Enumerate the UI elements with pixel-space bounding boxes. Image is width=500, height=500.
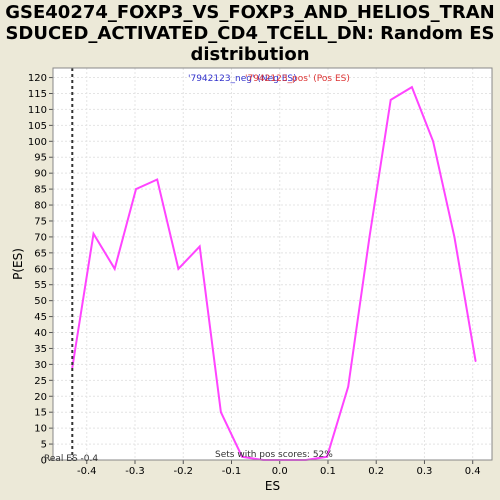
data-point bbox=[113, 267, 116, 270]
y-tick-label: 55 bbox=[34, 280, 47, 291]
y-tick-label: 20 bbox=[34, 392, 47, 403]
data-point bbox=[368, 236, 371, 238]
data-point bbox=[411, 86, 413, 88]
y-tick-label: 105 bbox=[28, 121, 47, 132]
y-tick-label: 120 bbox=[28, 73, 47, 84]
y-tick-label: 60 bbox=[34, 264, 47, 275]
y-tick-label: 40 bbox=[34, 328, 47, 339]
data-point bbox=[389, 99, 392, 101]
x-tick-label: 0.2 bbox=[368, 466, 384, 477]
x-tick-label: 0.1 bbox=[320, 466, 336, 477]
x-tick-label: -0.1 bbox=[222, 466, 242, 477]
data-point bbox=[198, 245, 201, 248]
y-tick-label: 0 bbox=[41, 456, 47, 467]
data-points bbox=[71, 86, 477, 461]
y-tick-label: 85 bbox=[34, 185, 47, 196]
y-tick-label: 110 bbox=[28, 105, 47, 116]
y-axis-ticks: 0 5 10 15 20 25 30 35 40 45 50 55 60 65 70 75 80 85 90 95 10… bbox=[28, 73, 53, 467]
data-point bbox=[474, 360, 477, 363]
x-tick-label: -0.4 bbox=[77, 466, 97, 477]
data-point bbox=[241, 456, 243, 458]
data-point bbox=[92, 232, 95, 235]
data-point bbox=[177, 267, 180, 270]
y-tick-label: 10 bbox=[34, 424, 47, 435]
y-tick-label: 80 bbox=[34, 201, 47, 212]
y-tick-label: 65 bbox=[34, 248, 47, 259]
data-point bbox=[347, 385, 350, 388]
title-line-1: GSE40274_FOXP3_VS_FOXP3_AND_HELIOS_TRAN bbox=[5, 2, 495, 23]
chart-title: GSE40274_FOXP3_VS_FOXP3_AND_HELIOS_TRAN … bbox=[0, 2, 500, 65]
x-tick-label: 0.0 bbox=[272, 466, 288, 477]
y-tick-label: 5 bbox=[41, 440, 47, 451]
y-tick-label: 25 bbox=[34, 376, 47, 387]
y-tick-label: 100 bbox=[28, 137, 47, 148]
y-tick-label: 70 bbox=[34, 232, 47, 243]
y-tick-label: 50 bbox=[34, 296, 47, 307]
y-tick-label: 30 bbox=[34, 360, 47, 371]
y-tick-label: 35 bbox=[34, 344, 47, 355]
data-point bbox=[432, 140, 434, 143]
x-axis-label: ES bbox=[265, 479, 280, 493]
data-point bbox=[326, 456, 328, 458]
y-axis-label: P(ES) bbox=[11, 248, 25, 280]
neg-es-label: '7942123_neg' (Neg ES) bbox=[188, 74, 297, 84]
y-tick-label: 115 bbox=[28, 89, 47, 100]
data-point bbox=[453, 236, 456, 238]
y-tick-label: 95 bbox=[34, 153, 47, 164]
plot-area bbox=[53, 68, 492, 460]
data-point bbox=[156, 178, 159, 181]
title-line-2: SDUCED_ACTIVATED_CD4_TCELL_DN: Random ES bbox=[5, 23, 495, 44]
x-tick-label: 0.4 bbox=[465, 466, 481, 477]
x-axis-ticks: -0.4 -0.3 -0.2 -0.1 0.0 0.1 0.2 0.3 0.4 bbox=[77, 460, 481, 477]
plot-frame bbox=[52, 67, 493, 461]
x-tick-label: -0.3 bbox=[125, 466, 145, 477]
sets-pos-scores-label: Sets with pos scores: 52% bbox=[215, 450, 333, 460]
data-point bbox=[71, 366, 74, 369]
x-tick-label: -0.2 bbox=[173, 466, 193, 477]
real-es-label: Real ES -0.4 bbox=[44, 454, 98, 464]
pos-es-label: '7942123_pos' (Pos ES) bbox=[245, 74, 350, 84]
data-point bbox=[135, 188, 137, 190]
x-tick-label: 0.3 bbox=[417, 466, 433, 477]
title-line-3: distribution bbox=[190, 44, 310, 65]
y-tick-label: 90 bbox=[34, 169, 47, 180]
y-tick-label: 45 bbox=[34, 312, 47, 323]
y-tick-label: 75 bbox=[34, 216, 47, 227]
y-tick-label: 15 bbox=[34, 408, 47, 419]
data-point bbox=[220, 411, 222, 413]
